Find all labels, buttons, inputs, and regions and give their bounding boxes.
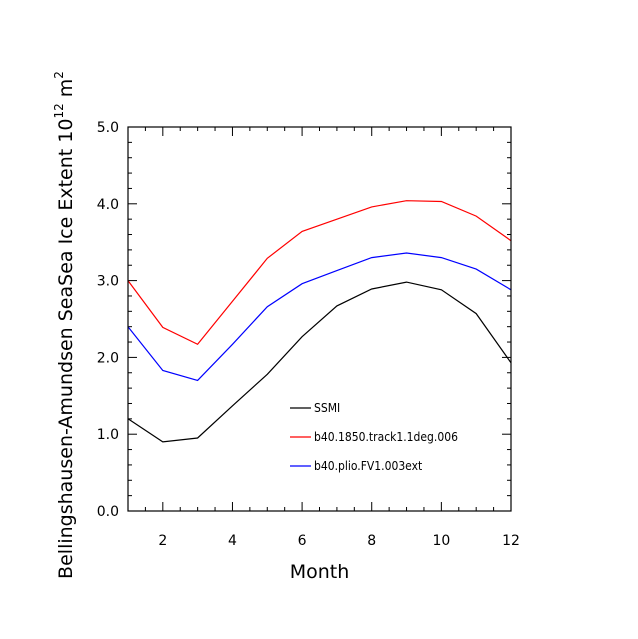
series-line-b40.1850.track1.1deg.006	[127, 200, 512, 346]
series-lines	[127, 200, 512, 443]
x-tick-label: 12	[502, 533, 520, 549]
x-axis-label: Month	[290, 561, 350, 583]
series-line-SSMI	[127, 281, 512, 443]
y-tick-label: 2.0	[97, 350, 119, 366]
y-tick-label: 3.0	[97, 274, 119, 290]
legend-label: b40.1850.track1.1deg.006	[314, 430, 458, 444]
y-axis-label: Bellingshausen-Amundsen SeaSea Ice Exten…	[52, 71, 77, 579]
tick-labels: 2 4 6 8 10 12 0.0 1.0 2.0 3.0 4.0 5.0	[97, 120, 520, 549]
legend: SSMI b40.1850.track1.1deg.006 b40.plio.FV1…	[290, 401, 458, 473]
plot-frame	[127, 126, 512, 512]
x-tick-label: 6	[298, 533, 307, 549]
y-axis-label-main: Bellingshausen-Amundsen SeaSea Ice Exten…	[55, 119, 77, 579]
legend-label: b40.plio.FV1.003ext	[314, 459, 422, 473]
y-tick-label: 0.0	[97, 504, 119, 520]
x-tick-label: 8	[367, 533, 376, 549]
axis-ticks	[127, 126, 512, 512]
y-tick-label: 1.0	[97, 427, 119, 443]
y-tick-label: 5.0	[97, 120, 119, 136]
y-axis-label-exponent: 12	[52, 103, 66, 118]
x-tick-label: 4	[228, 533, 237, 549]
series-line-b40.plio.FV1.003ext	[127, 252, 512, 382]
y-tick-label: 4.0	[97, 197, 119, 213]
x-tick-label: 2	[158, 533, 167, 549]
y-axis-label-unit-exponent: 2	[52, 71, 66, 79]
y-axis-label-unit: m	[55, 79, 77, 104]
x-tick-label: 10	[432, 533, 450, 549]
legend-label: SSMI	[314, 401, 340, 415]
